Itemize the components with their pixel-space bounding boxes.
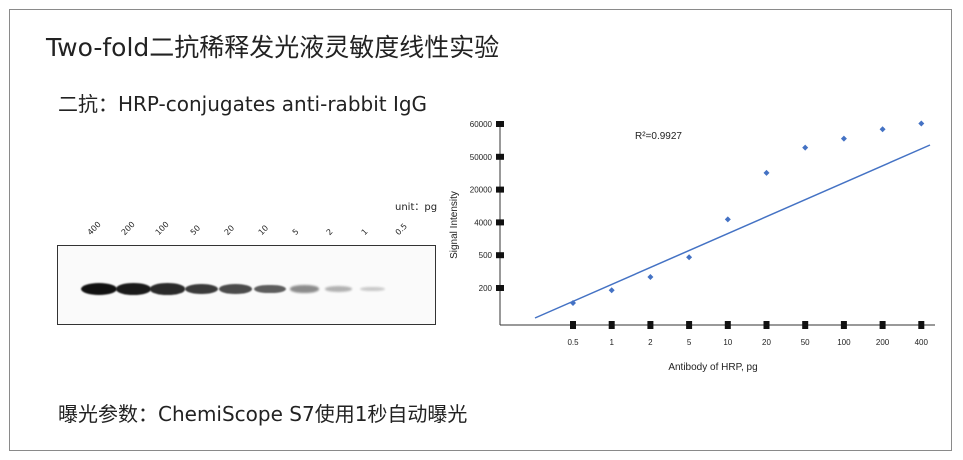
data-point — [840, 135, 847, 142]
x-tick-label: 2 — [648, 338, 653, 347]
x-tick-mark — [879, 321, 886, 329]
x-tick-mark — [802, 321, 809, 329]
y-tick-label: 500 — [479, 251, 493, 260]
blot-band — [325, 286, 352, 292]
x-tick-label: 50 — [801, 338, 810, 347]
y-tick-label: 60000 — [470, 120, 493, 129]
x-tick-label: 400 — [915, 338, 929, 347]
linearity-chart: 200 500 4000 20000 50000 60000 0.5 1 2 5 10 20 50 100… — [449, 120, 935, 373]
y-axis-label: Signal Intensity — [449, 191, 460, 259]
blot-band — [360, 286, 386, 292]
y-tick-mark — [496, 219, 504, 226]
y-tick-mark — [496, 121, 504, 127]
data-point — [724, 216, 731, 223]
blot-band — [150, 283, 185, 295]
x-tick-mark — [724, 321, 731, 329]
data-point — [802, 144, 809, 151]
data-point — [608, 287, 615, 294]
y-tick-mark — [496, 186, 504, 193]
x-tick-mark — [763, 321, 770, 329]
y-tick-mark — [496, 285, 504, 291]
blot-unit-label: unit：pg — [395, 202, 438, 213]
data-point — [570, 300, 576, 306]
x-tick-label: 200 — [876, 338, 890, 347]
x-tick-mark — [840, 321, 847, 329]
x-tick-label: 10 — [723, 338, 732, 347]
x-tick-mark — [608, 321, 615, 329]
blot-band — [289, 285, 319, 293]
x-tick-label: 5 — [687, 338, 692, 347]
y-tick-label: 4000 — [474, 218, 492, 227]
x-tick-mark — [686, 321, 693, 329]
figure-frame — [9, 9, 952, 451]
x-tick-label: 0.5 — [567, 338, 579, 347]
y-tick-mark — [496, 153, 504, 160]
blot-band — [219, 284, 253, 294]
x-tick-mark — [918, 321, 925, 329]
x-tick-label: 100 — [837, 338, 851, 347]
trendline — [534, 144, 931, 319]
antibody-subtitle: 二抗：HRP-conjugates anti-rabbit IgG — [58, 92, 428, 116]
blot-band — [115, 283, 151, 295]
western-blot-image — [57, 245, 436, 325]
data-point — [879, 126, 886, 133]
y-tick-label: 50000 — [470, 153, 493, 162]
blot-band — [81, 283, 117, 295]
x-tick-label: 1 — [609, 338, 614, 347]
y-tick-mark — [496, 252, 504, 259]
x-tick-label: 20 — [762, 338, 771, 347]
r-squared-annotation: R²=0.9927 — [635, 131, 682, 142]
exposure-parameters: 曝光参数：ChemiScope S7使用1秒自动曝光 — [58, 402, 468, 426]
x-tick-mark — [647, 321, 654, 329]
data-point — [647, 273, 654, 280]
data-point — [918, 120, 925, 127]
y-tick-label: 200 — [479, 284, 493, 293]
x-axis-label: Antibody of HRP, pg — [668, 362, 757, 373]
blot-band — [254, 284, 286, 294]
y-tick-label: 20000 — [470, 186, 493, 195]
blot-band — [184, 283, 219, 295]
data-point — [763, 169, 770, 176]
figure-title: Two-fold二抗稀释发光液灵敏度线性实验 — [46, 33, 500, 62]
data-point — [686, 254, 693, 261]
x-tick-mark — [570, 321, 576, 329]
